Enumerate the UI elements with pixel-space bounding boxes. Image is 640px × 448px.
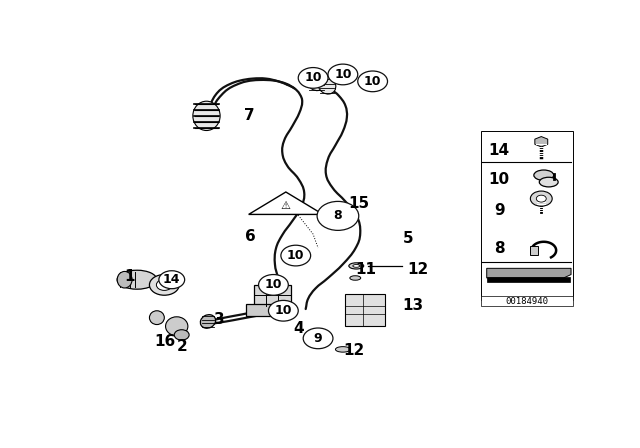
FancyBboxPatch shape [486,277,570,282]
Circle shape [531,191,552,206]
Circle shape [150,275,179,295]
Polygon shape [486,268,571,278]
FancyBboxPatch shape [253,285,291,306]
Ellipse shape [193,101,220,130]
Circle shape [328,64,358,85]
Circle shape [259,275,288,295]
Text: 13: 13 [403,298,424,313]
Text: 12: 12 [408,262,429,277]
Ellipse shape [335,347,350,352]
Circle shape [303,328,333,349]
Text: 4: 4 [293,320,304,336]
Text: 14: 14 [163,273,180,286]
FancyBboxPatch shape [481,296,573,306]
Ellipse shape [150,311,164,324]
Circle shape [317,202,359,230]
Circle shape [281,245,310,266]
Ellipse shape [318,77,336,94]
Text: 10: 10 [334,68,351,81]
Circle shape [358,71,388,92]
Text: 8: 8 [494,241,504,256]
Circle shape [159,271,185,289]
Polygon shape [248,192,323,215]
Text: 10: 10 [275,304,292,317]
Text: 10: 10 [488,172,509,187]
Ellipse shape [200,314,216,328]
Text: 1: 1 [125,269,135,284]
Text: 2: 2 [177,340,188,354]
Ellipse shape [353,264,360,267]
Ellipse shape [534,170,554,181]
Circle shape [269,301,298,321]
Text: 9: 9 [494,203,504,218]
Ellipse shape [350,276,361,280]
Ellipse shape [117,270,157,289]
Text: 14: 14 [488,143,509,158]
Text: 3: 3 [214,312,225,327]
Text: 12: 12 [343,343,364,358]
Text: 9: 9 [314,332,323,345]
FancyBboxPatch shape [346,293,385,326]
Ellipse shape [174,330,189,340]
Ellipse shape [349,263,364,269]
Text: 10: 10 [287,249,305,262]
Circle shape [298,68,328,88]
Text: 7: 7 [244,108,254,123]
Text: 10: 10 [305,71,322,84]
FancyBboxPatch shape [481,131,573,301]
FancyBboxPatch shape [246,304,273,316]
Text: 10: 10 [265,278,282,291]
Ellipse shape [117,271,132,288]
Text: 8: 8 [333,209,342,222]
Circle shape [536,195,547,202]
Text: 6: 6 [245,229,256,244]
Circle shape [156,280,172,290]
FancyBboxPatch shape [531,246,538,254]
Ellipse shape [307,73,325,90]
Text: 15: 15 [348,196,369,211]
Text: 10: 10 [364,75,381,88]
Text: 00184940: 00184940 [505,297,548,306]
Text: 16: 16 [154,334,175,349]
Ellipse shape [166,317,188,336]
Text: ⚠: ⚠ [281,201,291,211]
Text: 11: 11 [355,262,376,277]
Text: 5: 5 [403,231,413,246]
Ellipse shape [540,177,558,187]
